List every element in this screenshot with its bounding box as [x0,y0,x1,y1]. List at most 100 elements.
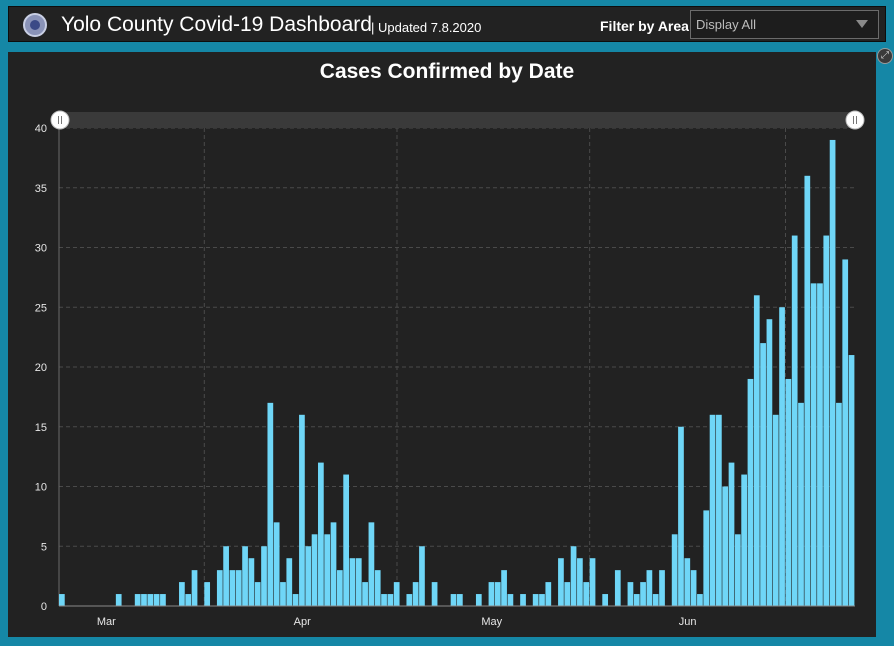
data-bar [577,558,583,606]
data-bar [507,594,514,606]
data-bar [419,546,425,606]
data-bar [336,570,343,606]
data-bar [115,594,122,606]
data-bar [709,414,716,606]
data-bar [817,283,823,606]
x-tick-label: Apr [294,616,311,628]
range-slider-end-handle[interactable] [845,110,865,130]
data-bar [393,582,400,606]
data-bar [501,570,507,606]
data-bar [330,522,337,606]
data-bar [558,558,564,606]
data-bar [545,582,552,606]
chart-title: Cases Confirmed by Date [319,60,575,83]
data-bar [450,594,457,606]
data-bar [406,594,413,606]
data-bar [690,570,697,606]
data-bar [374,570,381,606]
data-bar [381,594,387,606]
data-bar [311,534,318,606]
x-tick-label: May [481,616,502,628]
data-bar [431,582,438,606]
data-bar [387,594,394,606]
data-bar [273,522,280,606]
data-bar [261,546,267,606]
data-bar [59,594,65,606]
x-tick-label: Mar [97,616,116,628]
data-bar [223,546,229,606]
y-tick-label: 15 [35,422,47,434]
data-bar [299,414,305,606]
data-bar [640,582,646,606]
data-bar [160,594,166,606]
updated-date: | Updated 7.8.2020 [371,20,482,35]
data-bar [229,570,236,606]
data-bar [539,594,545,606]
data-bar [747,378,754,606]
data-bar [829,139,836,606]
y-tick-label: 0 [41,601,47,613]
data-bar [368,522,375,606]
data-bar [267,402,274,606]
data-bar [349,558,356,606]
y-tick-label: 10 [35,482,47,494]
range-slider-start-handle[interactable] [50,110,70,130]
data-bar [191,570,198,606]
data-bar [185,594,192,606]
data-bar [734,534,741,606]
y-tick-label: 25 [35,302,47,314]
area-filter-select[interactable]: Display All [690,10,879,39]
data-bar [766,319,773,606]
data-bar [602,594,609,606]
data-bar [791,235,798,607]
y-tick-label: 20 [35,362,47,374]
data-bar [216,570,223,606]
data-bar [614,570,621,606]
data-bar [475,594,482,606]
data-bar [242,546,248,606]
data-bar [324,534,331,606]
data-bar [488,582,495,606]
data-bar [741,474,748,606]
app-header: Yolo County Covid-19 Dashboard | Updated… [8,6,886,42]
data-bar [589,558,596,606]
x-tick-label: Jun [679,616,697,628]
data-bar [305,546,312,606]
expand-icon[interactable]: ⤢ [877,48,893,64]
data-bar [292,594,299,606]
data-bar [280,582,286,606]
data-bar [848,355,855,606]
data-bar [570,546,577,606]
data-bar [179,582,185,606]
range-slider-track[interactable] [59,112,855,128]
data-bar [564,582,571,606]
data-bar [235,570,242,606]
data-bar [141,594,147,606]
data-bar [457,594,463,606]
data-bar [684,558,691,606]
data-bar [716,414,722,606]
data-bar [248,558,255,606]
data-bar [785,378,792,606]
data-bar [659,570,665,606]
data-bar [798,402,804,606]
data-bar [703,510,710,606]
data-bar [153,594,160,606]
y-tick-label: 35 [35,183,47,195]
data-bar [836,402,842,606]
data-bar [804,175,811,607]
area-filter-value: Display All [696,17,756,32]
data-bar [779,307,785,606]
data-bar [147,594,154,606]
data-bar [646,570,653,606]
data-bar [254,582,261,606]
chevron-down-icon [856,20,868,28]
data-bar [318,462,324,606]
data-bar [494,582,501,606]
data-bar [343,474,350,606]
data-bar [678,426,684,606]
data-bar [520,594,526,606]
data-bar [652,594,659,606]
filter-label: Filter by Area [600,18,689,34]
